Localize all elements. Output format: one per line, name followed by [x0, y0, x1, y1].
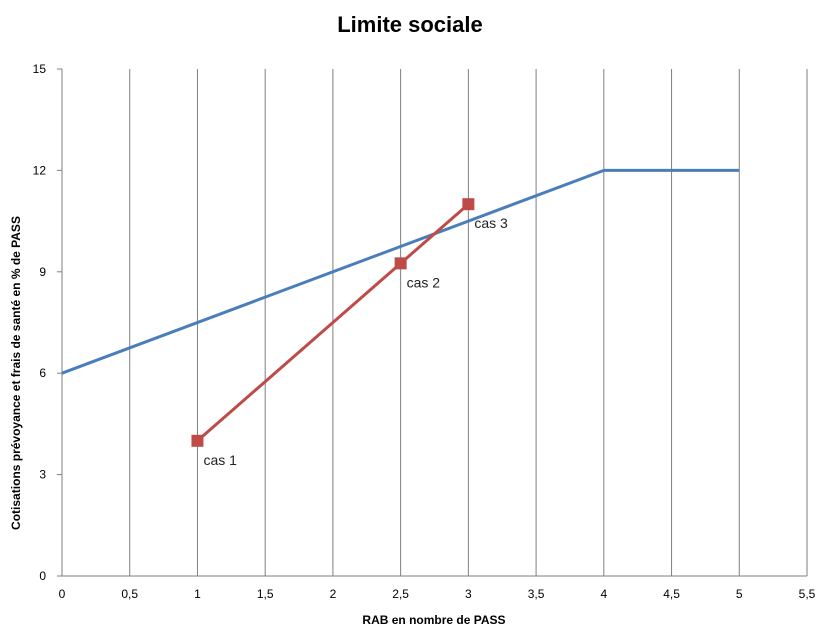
grid	[129, 69, 808, 576]
x-tick-label: 1,5	[257, 587, 274, 601]
data-point-label: cas 1	[203, 452, 237, 468]
x-tick-label: 4,5	[663, 587, 680, 601]
chart-title: Limite sociale	[337, 12, 483, 37]
x-tick-label: 2	[330, 587, 337, 601]
x-axis-title: RAB en nombre de PASS	[362, 613, 505, 627]
point-labels: cas 1 cas 2 cas 3	[203, 215, 508, 468]
x-tick-label: 0	[59, 587, 66, 601]
data-point-marker	[191, 434, 204, 447]
data-point-label: cas 2	[407, 274, 441, 290]
x-tick-label: 1	[194, 587, 201, 601]
y-tick-label: 0	[39, 569, 46, 583]
data-point-marker	[394, 257, 407, 270]
data-point-label: cas 3	[474, 215, 508, 231]
y-tick-label: 6	[39, 366, 46, 380]
y-axis-title: Cotisations prévoyance et frais de santé…	[9, 216, 23, 530]
x-tick-label: 4	[600, 587, 607, 601]
tick-labels: 0 0,5 1 1,5 2 2,5 3 3,5 4 4,5 5 5,5 0 3 6 9 12 15	[33, 62, 816, 601]
x-tick-label: 3	[465, 587, 472, 601]
axes	[57, 68, 807, 577]
y-tick-label: 3	[39, 468, 46, 482]
y-tick-label: 9	[39, 265, 46, 279]
series-line-1	[61, 168, 740, 375]
x-tick-label: 2,5	[392, 587, 409, 601]
data-point-marker	[462, 198, 475, 211]
y-tick-label: 15	[33, 62, 47, 76]
x-tick-label: 3,5	[528, 587, 545, 601]
y-tick-label: 12	[33, 163, 47, 177]
x-tick-label: 5,5	[799, 587, 816, 601]
x-tick-label: 5	[736, 587, 743, 601]
series-group	[61, 168, 740, 447]
x-tick-label: 0,5	[121, 587, 138, 601]
